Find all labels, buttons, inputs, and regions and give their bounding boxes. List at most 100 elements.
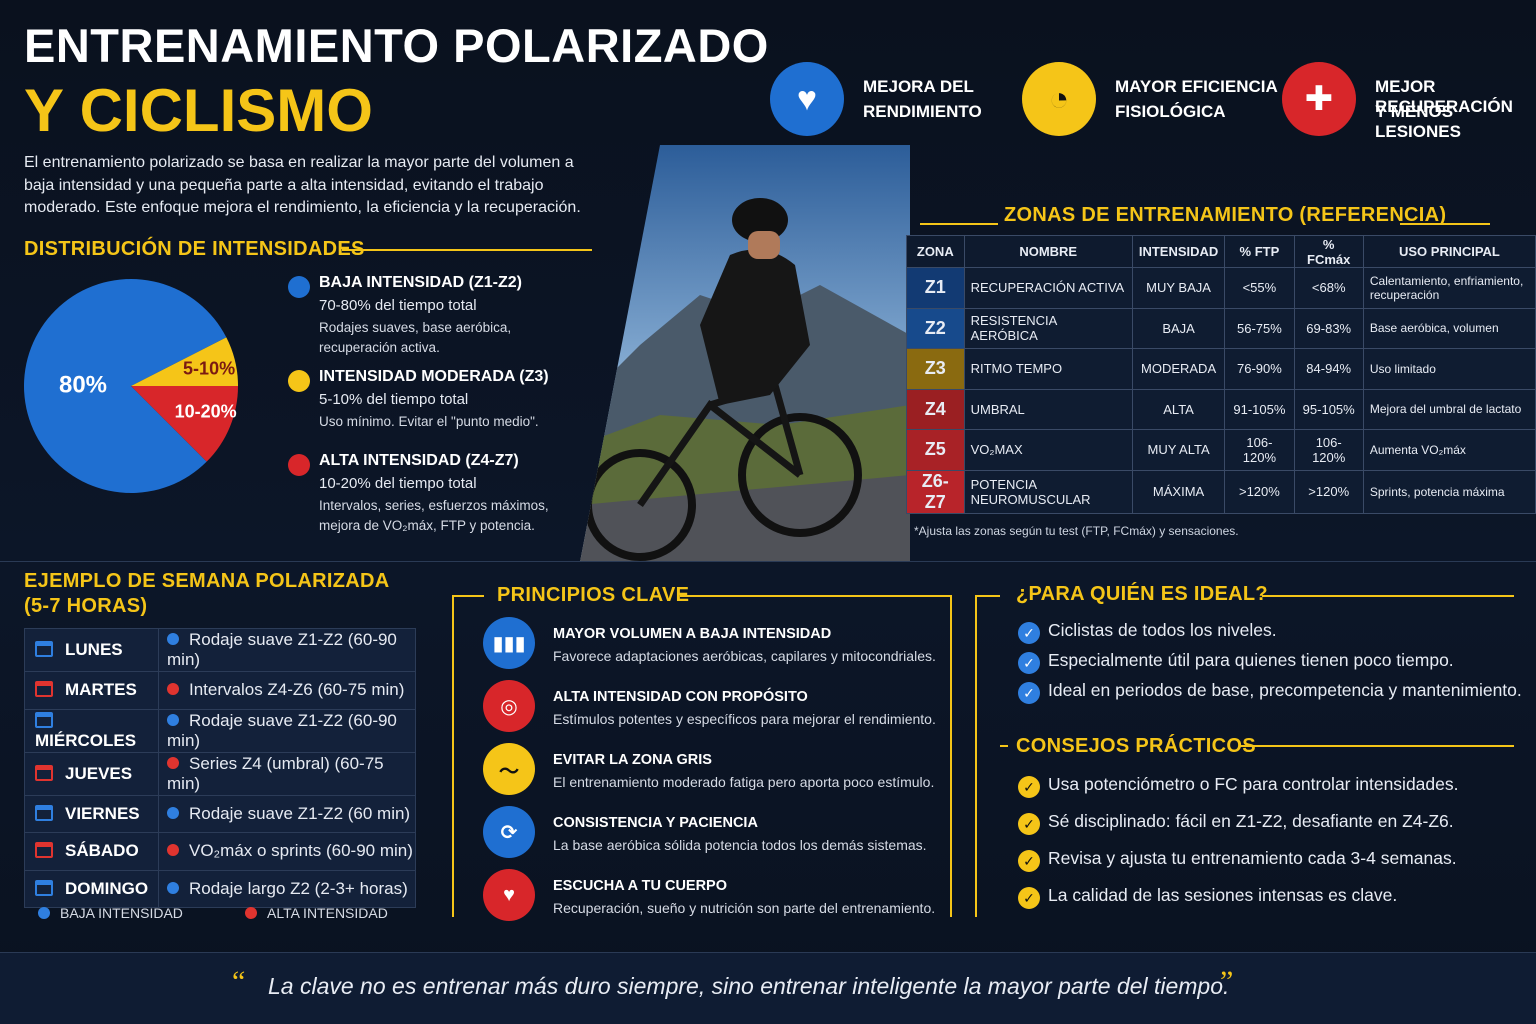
legend-title: ALTA INTENSIDAD (Z4-Z7) xyxy=(319,452,519,469)
section-heading: CONSEJOS PRÁCTICOS xyxy=(1016,735,1256,757)
table-cell: MODERADA xyxy=(1131,348,1226,390)
table-cell: 91-105% xyxy=(1224,388,1295,430)
table-row: Z4 UMBRAL ALTA 91-105% 95-105% Mejora del umb… xyxy=(906,388,1536,430)
check-icon: ✓ xyxy=(1018,887,1040,909)
principle-desc: Recuperación, sueño y nutrición son part… xyxy=(553,900,936,916)
table-cell: ALTA xyxy=(1131,388,1226,430)
title: ENTRENAMIENTO POLARIZADO xyxy=(24,19,769,72)
day: DOMINGO xyxy=(65,878,149,898)
calendar-icon xyxy=(35,711,53,728)
table-cell: Z1 xyxy=(906,267,965,309)
calendar-icon xyxy=(35,764,53,781)
table-cell: Mejora del umbral de lactato xyxy=(1362,388,1536,430)
session: Series Z4 (umbral) (60-75 min) xyxy=(167,753,384,793)
day-cell: MIÉRCOLES xyxy=(24,708,159,753)
table-cell: BAJA xyxy=(1131,307,1226,349)
table-cell: Z4 xyxy=(906,388,965,430)
principle-title: ALTA INTENSIDAD CON PROPÓSITO xyxy=(553,689,808,705)
session: Intervalos Z4-Z6 (60-75 min) xyxy=(189,680,405,700)
check-icon: ✓ xyxy=(1018,622,1040,644)
check-icon: ✓ xyxy=(1018,813,1040,835)
calendar-icon xyxy=(35,879,53,896)
table-cell: Base aeróbica, volumen xyxy=(1362,307,1536,349)
table-cell: 106-120% xyxy=(1293,429,1364,471)
column-header: % FTP xyxy=(1224,235,1295,268)
day: JUEVES xyxy=(65,763,133,783)
session: Rodaje suave Z1-Z2 (60-90 min) xyxy=(167,710,397,750)
benefit-label: Y MENOS LESIONES xyxy=(1375,102,1461,141)
table-cell: MUY BAJA xyxy=(1131,267,1226,309)
table-cell: Uso limitado xyxy=(1362,348,1536,390)
table-row: Z3 RITMO TEMPO MODERADA 76-90% 84-94% Uso lim… xyxy=(906,348,1536,390)
check-icon: ✓ xyxy=(1018,850,1040,872)
week-row: VIERNES Rodaje suave Z1-Z2 (60 min) xyxy=(24,794,416,833)
divider xyxy=(0,561,1536,562)
benefit-label: MAYOR EFICIENCIA xyxy=(1115,77,1278,96)
table-cell: Z2 xyxy=(906,307,965,349)
column-header: ZONA xyxy=(906,235,965,268)
list-item: Sé disciplinado: fácil en Z1-Z2, desafia… xyxy=(1048,811,1454,831)
benefit-icon: ✚ xyxy=(1282,62,1356,136)
day: VIERNES xyxy=(65,803,140,823)
benefit-icon: ♥ xyxy=(770,62,844,136)
session: Rodaje largo Z2 (2-3+ horas) xyxy=(189,878,408,898)
principle-title: MAYOR VOLUMEN A BAJA INTENSIDAD xyxy=(553,626,832,642)
table-row: Z5 VO₂MAX MUY ALTA 106-120% 106-120% Aumenta … xyxy=(906,429,1536,471)
day-cell: SÁBADO xyxy=(24,832,159,871)
section-heading: EJEMPLO DE SEMANA POLARIZADA xyxy=(24,570,390,592)
slice-label: 5-10% xyxy=(183,358,235,378)
table-cell: RITMO TEMPO xyxy=(963,348,1133,390)
check-icon: ✓ xyxy=(1018,776,1040,798)
benefit-icon: ◔ xyxy=(1022,62,1096,136)
legend-subtitle: 10-20% del tiempo total xyxy=(319,475,477,492)
list-item: Especialmente útil para quienes tienen p… xyxy=(1048,650,1454,670)
benefit-label: MEJOR RECUPERACIÓN xyxy=(1375,77,1513,116)
week-row: LUNES Rodaje suave Z1-Z2 (60-90 min) xyxy=(24,628,416,672)
principle-icon: ⟳ xyxy=(483,806,535,858)
table-row: Z2 RESISTENCIA AERÓBICA BAJA 56-75% 69-83% Ba… xyxy=(906,307,1536,349)
legend-label: ALTA INTENSIDAD xyxy=(267,905,388,921)
table-cell: >120% xyxy=(1224,469,1295,514)
session-cell: Rodaje suave Z1-Z2 (60 min) xyxy=(158,794,416,833)
principle-title: EVITAR LA ZONA GRIS xyxy=(553,752,712,768)
slice-label: 10-20% xyxy=(175,402,237,422)
quote: La clave no es entrenar más duro siempre… xyxy=(268,973,1230,999)
legend-desc: Rodajes suaves, base aeróbica, xyxy=(319,320,512,335)
session: Rodaje suave Z1-Z2 (60-90 min) xyxy=(167,630,397,669)
frame xyxy=(452,595,484,597)
list-item: Usa potenciómetro o FC para controlar in… xyxy=(1048,774,1459,794)
session: Rodaje suave Z1-Z2 (60 min) xyxy=(189,803,411,823)
legend-dot xyxy=(245,907,257,919)
legend-desc: Intervalos, series, esfuerzos máximos, xyxy=(319,498,549,513)
calendar-icon xyxy=(35,842,53,859)
session-cell: Rodaje suave Z1-Z2 (60-90 min) xyxy=(158,628,416,672)
session-cell: Intervalos Z4-Z6 (60-75 min) xyxy=(158,671,416,710)
legend-subtitle: 5-10% del tiempo total xyxy=(319,391,469,408)
quote-mark: ” xyxy=(1220,965,1234,998)
rule xyxy=(1240,745,1514,747)
column-header: % FCmáx xyxy=(1293,235,1364,268)
day: LUNES xyxy=(65,640,123,659)
principle-icon: ▮▮▮ xyxy=(483,617,535,669)
dot xyxy=(167,844,179,857)
section-heading: DISTRIBUCIÓN DE INTENSIDADES xyxy=(24,238,365,260)
pie-slice xyxy=(131,386,238,462)
rule xyxy=(920,223,998,225)
dot xyxy=(167,756,179,769)
table-cell: Calentamiento, enfriamiento, recuperació… xyxy=(1362,267,1536,309)
week-table: LUNES Rodaje suave Z1-Z2 (60-90 min) MARTE… xyxy=(24,628,416,908)
benefit-label: FISIOLÓGICA xyxy=(1115,102,1226,121)
calendar-icon xyxy=(35,681,53,698)
rule xyxy=(342,249,592,251)
section-heading: PRINCIPIOS CLAVE xyxy=(497,584,690,606)
table-row: Z1 RECUPERACIÓN ACTIVA MUY BAJA <55% <68% Cal… xyxy=(906,267,1536,309)
table-cell: RECUPERACIÓN ACTIVA xyxy=(963,267,1133,309)
week-row: DOMINGO Rodaje largo Z2 (2-3+ horas) xyxy=(24,869,416,908)
table-cell: 76-90% xyxy=(1224,348,1295,390)
principle-icon: ◎ xyxy=(483,680,535,732)
legend-dot xyxy=(288,370,310,392)
principle-title: CONSISTENCIA Y PACIENCIA xyxy=(553,815,758,831)
cyclist-photo xyxy=(580,145,910,562)
frame xyxy=(975,595,1000,597)
table-cell: Z6-Z7 xyxy=(906,469,965,514)
